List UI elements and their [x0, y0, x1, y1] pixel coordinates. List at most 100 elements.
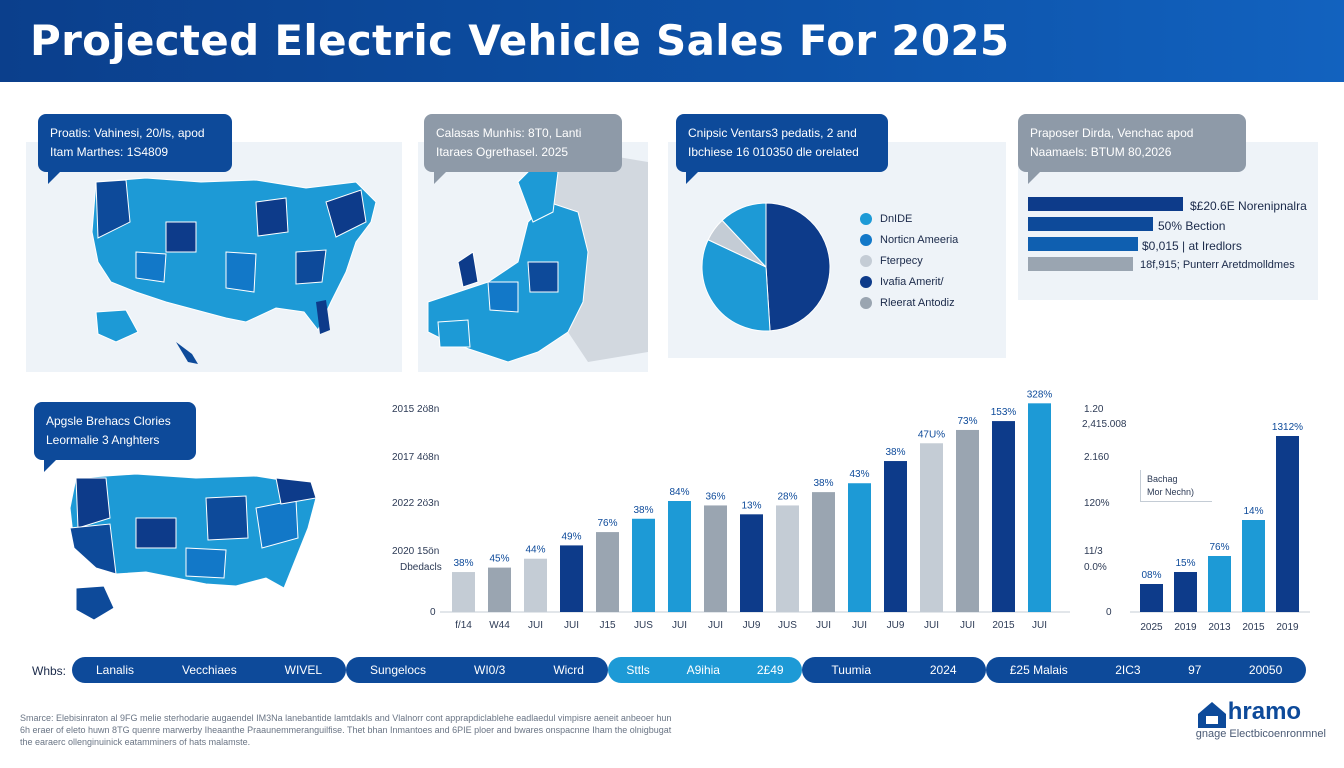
x-tick-label: JU9: [887, 620, 905, 631]
pie-slice: [765, 202, 831, 332]
hbar-label: 50% Bection: [1158, 219, 1226, 233]
x-tick-label: JUS: [778, 620, 797, 631]
x-tick-label: JUI: [924, 620, 939, 631]
x-tick-label: JUI: [1032, 620, 1047, 631]
timeline-segment[interactable]: Sttls A9ihia 2£49: [608, 657, 802, 683]
x-tick-label: JUI: [528, 620, 543, 631]
x-tick-label: 2013: [1208, 622, 1231, 633]
x-tick-label: JUI: [852, 620, 867, 631]
legend-dot: [860, 297, 872, 309]
hbar: [1028, 197, 1183, 211]
x-tick-label: JUI: [816, 620, 831, 631]
legend-dot: [860, 255, 872, 267]
bar-value-label: 08%: [1141, 570, 1161, 581]
x-tick-label: JUI: [564, 620, 579, 631]
bar-value-label: 73%: [957, 416, 977, 427]
x-tick-label: JUS: [634, 620, 653, 631]
hbar-callout: Praposer Dirda, Venchac apod Naamaels: B…: [1018, 114, 1246, 184]
bar-value-label: 38%: [633, 505, 653, 516]
bar: [704, 505, 727, 612]
house-logo-icon: [1197, 702, 1226, 728]
bar: [1028, 403, 1051, 612]
x-tick-label: J15: [599, 620, 616, 631]
bar: [596, 532, 619, 612]
x-tick-label: 2025: [1140, 622, 1163, 633]
pie-legend-item: Ivafia Amerit/: [860, 276, 944, 288]
pie-legend-item: Norticn Ameeria: [860, 234, 958, 246]
bar: [776, 505, 799, 612]
hbar: [1028, 257, 1133, 271]
bar-value-label: 38%: [885, 447, 905, 458]
bar-value-label: 328%: [1027, 389, 1053, 400]
callout-line: Ibchiese 16 010350 dle orelated: [688, 145, 859, 159]
pie-legend-item: Fterpecy: [860, 255, 923, 267]
bar-value-label: 76%: [1209, 542, 1229, 553]
legend-label: Fterpecy: [880, 255, 923, 267]
bar: [1276, 436, 1299, 612]
y-tick-label: 0: [430, 607, 436, 618]
y-tick-label: 2020 15ön: [392, 546, 440, 557]
legend-label: DnIDE: [880, 213, 913, 225]
us-map-panel: [26, 142, 402, 372]
pie-panel: [668, 142, 1006, 358]
x-tick-label: 2015: [1242, 622, 1265, 633]
bar-value-label: 43%: [849, 469, 869, 480]
x-tick-label: JUI: [708, 620, 723, 631]
legend-dot: [860, 213, 872, 225]
bar: [452, 572, 475, 612]
bar: [740, 514, 763, 612]
timeline-item: Tuumia: [831, 663, 871, 677]
legend-label: Rleerat Antodiz: [880, 297, 955, 309]
callout-line: Cnipsic Ventars3 pedatis, 2 and: [688, 126, 857, 140]
legend-label: Ivafia Amerit/: [880, 276, 944, 288]
brand-block[interactable]: hramo gnage Electbicoenronmnel: [1196, 698, 1326, 740]
bar: [632, 518, 655, 612]
bar-value-label: 13%: [741, 500, 761, 511]
y-tick-label: 2017 4ö8n: [392, 452, 440, 463]
y-tick-label: 2015 2ö8n: [392, 404, 440, 415]
timeline-segment[interactable]: £25 Malais 2IC3 97 20050: [986, 657, 1306, 683]
hbar: [1028, 237, 1138, 251]
europe-map-panel: [418, 142, 648, 372]
y-tick-label: 2022 2ö3n: [392, 498, 440, 509]
x-tick-label: 2019: [1276, 622, 1299, 633]
hbar-label: 18f,915; Punterr Aretdmolldmes: [1140, 259, 1295, 271]
timeline-item: Vecchiaes: [181, 663, 237, 677]
right-tick-label: 1.20: [1084, 404, 1104, 415]
pie-slice: [721, 202, 767, 269]
bar: [1174, 572, 1197, 612]
brand-tagline: gnage Electbicoenronmnel: [1195, 728, 1326, 740]
legend-dot: [860, 234, 872, 246]
europe-map-callout: Calasas Munhis: 8T0, Lanti Itaraes Ogret…: [424, 114, 622, 184]
right-tick-label: 0.0%: [1084, 562, 1107, 573]
legend-label: Norticn Ameeria: [880, 234, 959, 246]
timeline-item: 20050: [1248, 663, 1283, 677]
pie-slice: [701, 239, 771, 332]
us-map-2-panel: [26, 448, 386, 634]
legend-dot: [860, 276, 872, 288]
bar: [884, 461, 907, 612]
timeline-item: WIVEL: [284, 663, 322, 677]
hbar-chart: [1028, 197, 1183, 271]
bar: [1208, 556, 1231, 612]
us-map-2: [69, 473, 317, 621]
timeline-segment[interactable]: Sungelocs WI0/3 Wicrd: [346, 657, 608, 683]
timeline-label: Whbs:: [32, 664, 67, 678]
bar: [1140, 584, 1163, 612]
timeline-item: Lanalis: [95, 663, 135, 677]
pie-legend-item: Rleerat Antodiz: [860, 297, 955, 309]
x-tick-label: W44: [489, 620, 510, 631]
bar-value-label: 14%: [1243, 506, 1263, 517]
x-tick-label: 2019: [1174, 622, 1197, 633]
bar-value-label: 45%: [489, 554, 509, 565]
bar-value-label: 84%: [669, 487, 689, 498]
hbar-label: $£20.6E Norenipnalra: [1190, 199, 1307, 213]
timeline-segment[interactable]: Tuumia 2024: [802, 657, 986, 683]
x-tick-label: 2015: [992, 620, 1015, 631]
y-tick-label: Dbedacls: [400, 562, 442, 573]
timeline-item: Sungelocs: [369, 663, 427, 677]
page-title: Projected Electric Vehicle Sales For 202…: [30, 16, 1010, 65]
right-tick-label: 0: [1106, 607, 1112, 618]
timeline-segment[interactable]: Lanalis Vecchiaes WIVEL: [72, 657, 346, 683]
